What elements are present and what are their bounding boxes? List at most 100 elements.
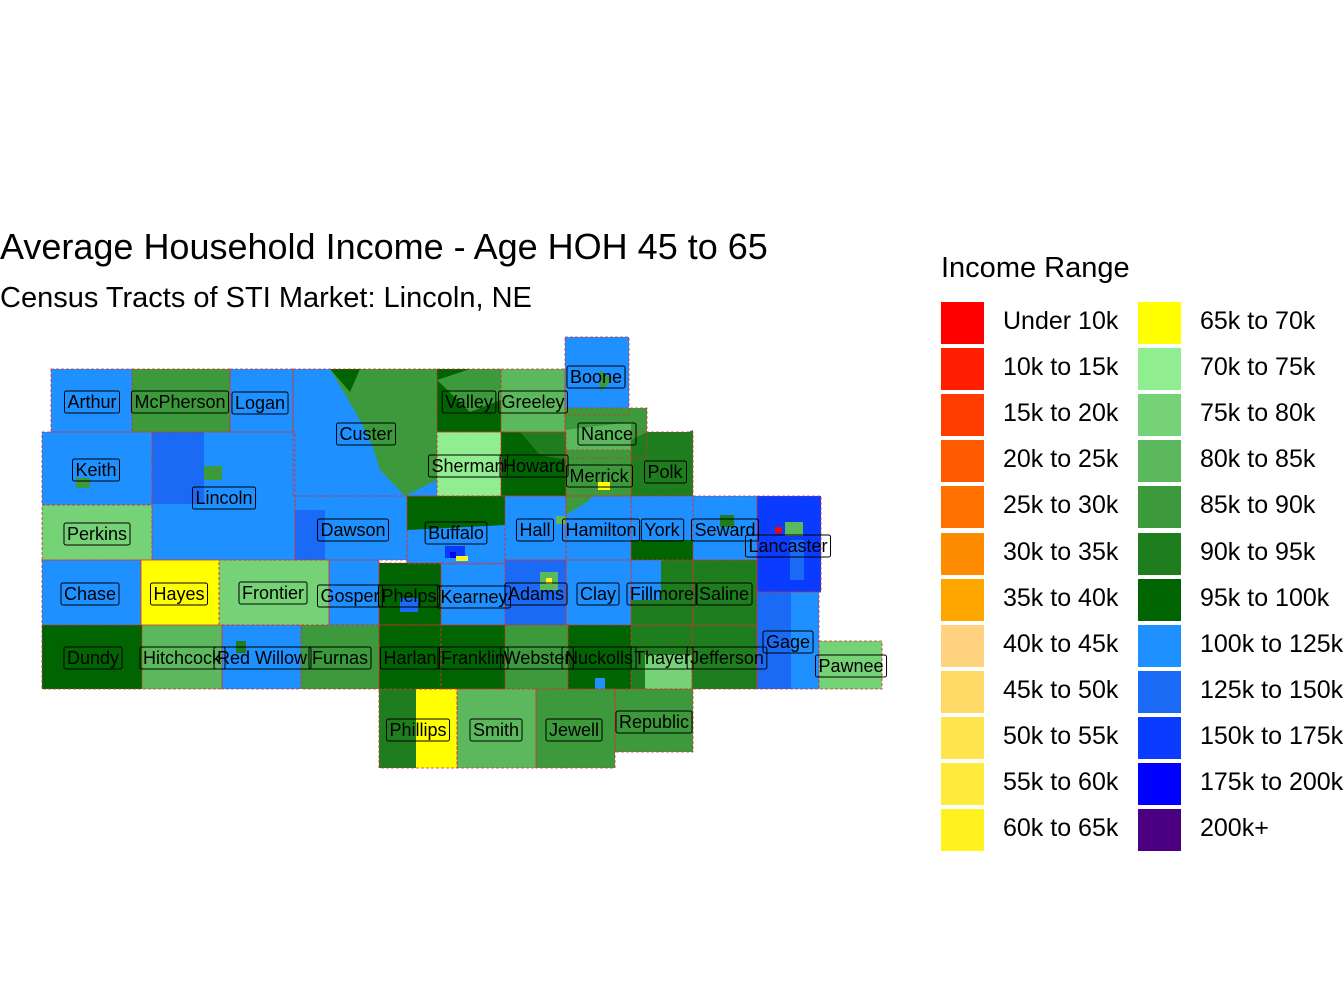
legend-swatch <box>1138 578 1181 621</box>
legend-label: 150k to 175k <box>1200 721 1344 750</box>
county-label-text: Arthur <box>67 392 116 412</box>
county-label-thayer: Thayer <box>630 646 694 670</box>
legend-label: 50k to 55k <box>1003 721 1119 750</box>
tract-shape <box>631 430 693 496</box>
county-label-lancaster: Lancaster <box>744 534 832 558</box>
county-label-text: Thayer <box>634 648 690 668</box>
label-box <box>335 422 397 446</box>
legend-swatch <box>941 348 984 391</box>
county-label-text: Buffalo <box>428 523 484 543</box>
legend-swatch <box>1138 302 1181 344</box>
county-label-howard: Howard <box>499 454 569 478</box>
county-label-kearney: Kearney <box>436 585 512 609</box>
legend-swatch <box>1138 486 1181 529</box>
county-label-text: Boone <box>570 367 622 387</box>
county-label-harlan: Harlan <box>379 646 441 670</box>
county-label-text: Adams <box>508 584 564 604</box>
county-label-text: Red Willow <box>217 648 308 668</box>
label-box <box>149 582 209 606</box>
tract-shape <box>204 466 222 480</box>
legend-label: 45k to 50k <box>1003 675 1119 704</box>
label-box <box>499 454 569 478</box>
county-label-saline: Saline <box>695 582 753 606</box>
label-box <box>504 582 568 606</box>
label-box <box>63 390 121 414</box>
legend-swatch <box>941 716 984 759</box>
county-label-custer: Custer <box>335 422 397 446</box>
county-label-polk: Polk <box>643 460 688 484</box>
legend-swatch <box>1138 348 1181 391</box>
label-box <box>377 584 441 608</box>
legend-label: 55k to 60k <box>1003 768 1119 796</box>
legend-label: 100k to 125k <box>1200 629 1344 658</box>
legend-swatch <box>941 302 984 344</box>
county-label-text: Seward <box>694 520 755 540</box>
county-label-frontier: Frontier <box>238 581 308 605</box>
county-label-text: Perkins <box>67 524 127 544</box>
legend-label: 95k to 100k <box>1200 583 1330 612</box>
county-label-text: Lancaster <box>748 536 827 556</box>
legend-label: 10k to 15k <box>1003 353 1119 382</box>
county-label-pawnee: Pawnee <box>814 654 888 678</box>
county-label-hitchcock: Hitchcock <box>139 646 226 670</box>
county-label-text: Kearney <box>440 587 507 607</box>
county-label-text: Clay <box>580 584 616 604</box>
county-label-lincoln: Lincoln <box>191 486 257 510</box>
legend-label: 15k to 20k <box>1003 399 1119 428</box>
county-border <box>141 624 223 690</box>
tract-shape <box>631 540 693 560</box>
county-label-york: York <box>640 518 685 542</box>
county-label-text: Sherman <box>431 456 504 476</box>
county-label-text: Dawson <box>320 520 385 540</box>
county-label-text: Custer <box>339 424 392 444</box>
legend-label: 90k to 95k <box>1200 537 1316 566</box>
label-box <box>643 460 688 484</box>
county-label-furnas: Furnas <box>308 646 372 670</box>
county-label-phelps: Phelps <box>377 584 441 608</box>
county-label-text: Jefferson <box>690 648 764 668</box>
label-box <box>427 454 509 478</box>
label-box <box>695 582 753 606</box>
county-seward <box>693 496 757 560</box>
county-kearney <box>441 563 505 625</box>
label-box <box>566 365 626 389</box>
county-dundy <box>42 625 142 689</box>
county-pawnee <box>819 641 882 689</box>
tract-shape <box>400 598 418 612</box>
label-box <box>63 522 131 546</box>
county-label-text: Keith <box>75 460 116 480</box>
label-box <box>626 582 698 606</box>
county-label-text: Hitchcock <box>143 648 222 668</box>
county-label-seward: Seward <box>690 518 760 542</box>
label-box <box>576 582 620 606</box>
county-franklin <box>441 625 505 689</box>
county-label-text: Pawnee <box>818 656 883 676</box>
county-border <box>456 688 537 769</box>
legend-label: 70k to 75k <box>1200 353 1316 382</box>
county-label-text: Jewell <box>549 720 599 740</box>
label-box <box>63 646 123 670</box>
legend-swatch <box>1138 624 1181 667</box>
legend-swatch <box>941 394 984 437</box>
county-label-text: Phillips <box>389 720 446 740</box>
county-label-text: Hayes <box>153 584 204 604</box>
legend-label: 80k to 85k <box>1200 445 1316 474</box>
county-label-perkins: Perkins <box>63 522 131 546</box>
county-label-text: Gosper <box>320 586 379 606</box>
county-label-boone: Boone <box>566 365 626 389</box>
label-box <box>762 630 814 654</box>
county-border <box>229 368 294 433</box>
legend-swatch <box>1138 763 1181 805</box>
county-border <box>614 688 694 753</box>
legend-swatch <box>941 532 984 575</box>
label-box <box>561 646 637 670</box>
county-label-nuckolls: Nuckolls <box>561 646 637 670</box>
county-frontier <box>219 560 329 625</box>
county-jefferson <box>692 625 757 689</box>
label-box <box>213 646 312 670</box>
legend-swatch <box>1138 440 1181 483</box>
county-border <box>564 407 648 459</box>
tract-shape <box>720 515 734 527</box>
county-label-webster: Webster <box>500 646 574 670</box>
county-label-gage: Gage <box>762 630 814 654</box>
